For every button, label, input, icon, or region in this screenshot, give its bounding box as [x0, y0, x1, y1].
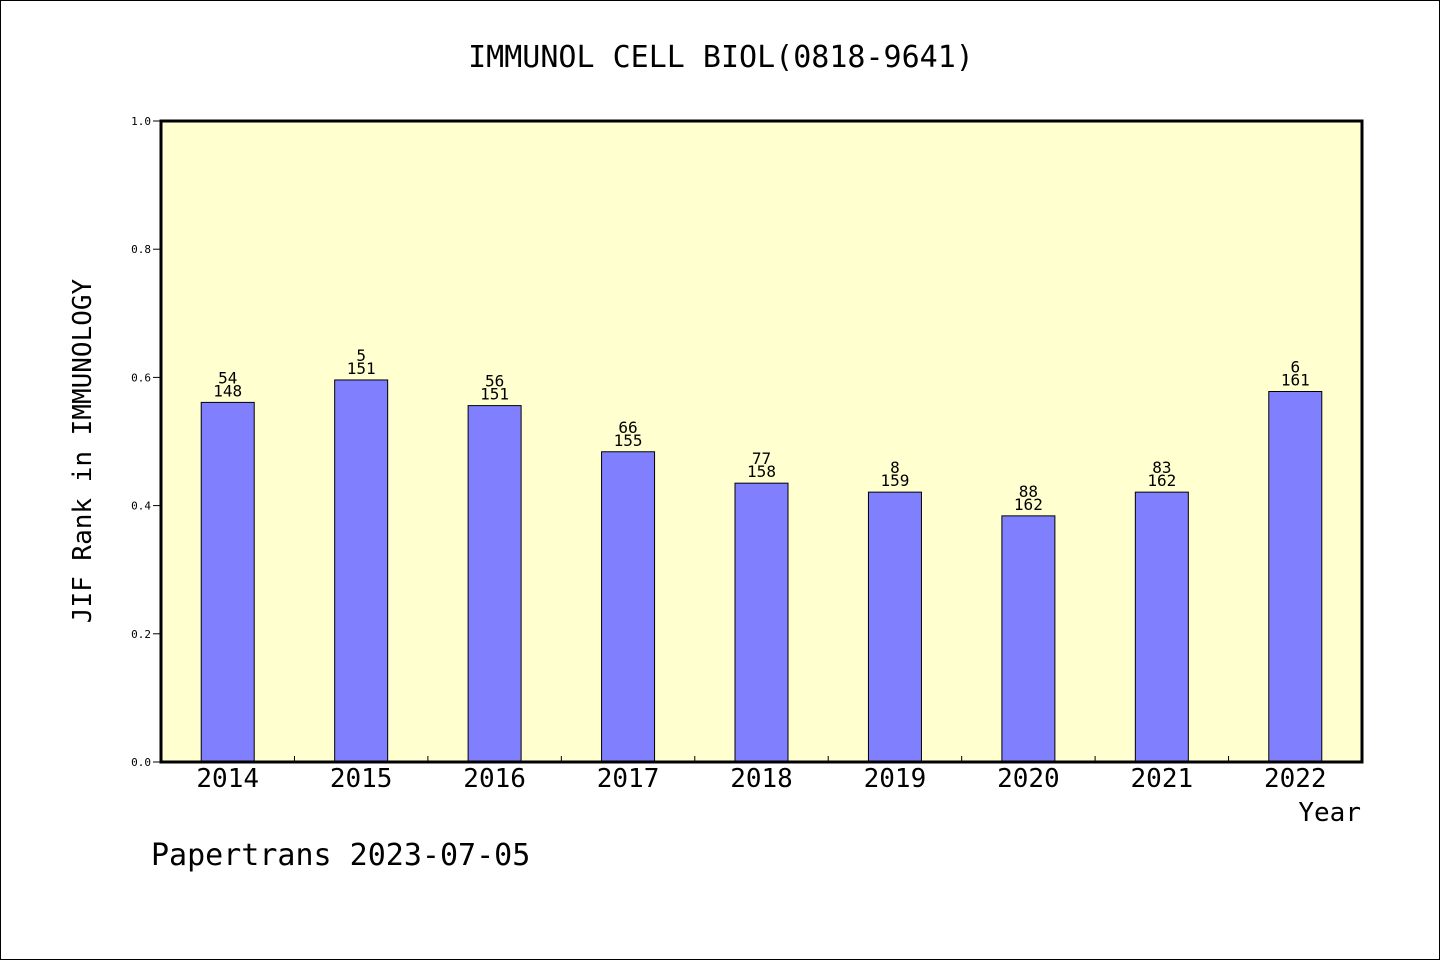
total-label-2016: 151 — [480, 385, 509, 404]
total-label-2020: 162 — [1014, 495, 1043, 514]
total-label-2021: 162 — [1147, 471, 1176, 490]
total-label-2014: 148 — [213, 381, 242, 400]
rank-label-2022: 6 — [1290, 358, 1300, 377]
total-label-2022: 161 — [1281, 371, 1310, 390]
y-tick-label: 0.4 — [131, 500, 151, 513]
y-axis-label: JIF Rank in IMMUNOLOGY — [68, 278, 98, 623]
bar-2020 — [1001, 515, 1056, 763]
bar-2016 — [467, 405, 522, 763]
x-tick-label-2021: 2021 — [1131, 764, 1194, 794]
bar-2018 — [734, 482, 789, 763]
x-tick-label-2016: 2016 — [463, 764, 526, 794]
rank-label-2021: 83 — [1152, 458, 1171, 477]
x-tick-label-2022: 2022 — [1264, 764, 1327, 794]
x-tick-label-2020: 2020 — [997, 764, 1060, 794]
total-label-2019: 159 — [880, 471, 909, 490]
bar-2021 — [1134, 491, 1189, 763]
y-tick-label: 0.8 — [131, 243, 151, 256]
y-tick-label: 1.0 — [131, 115, 151, 128]
x-tick-label-2017: 2017 — [597, 764, 660, 794]
y-tick-label: 0.6 — [131, 371, 151, 384]
total-label-2015: 151 — [347, 359, 376, 378]
rank-label-2018: 77 — [752, 449, 771, 468]
rank-label-2016: 56 — [485, 372, 504, 391]
x-tick-label-2015: 2015 — [330, 764, 393, 794]
rank-label-2015: 5 — [356, 346, 366, 365]
x-axis-label: Year — [1298, 798, 1361, 828]
bar-2017 — [601, 451, 656, 763]
x-tick-label-2018: 2018 — [730, 764, 793, 794]
bar-2022 — [1268, 391, 1323, 763]
total-label-2018: 158 — [747, 462, 776, 481]
rank-label-2014: 54 — [218, 368, 237, 387]
x-tick-label-2014: 2014 — [196, 764, 259, 794]
rank-label-2017: 66 — [618, 418, 637, 437]
rank-label-2019: 8 — [890, 458, 900, 477]
x-tick-label-2019: 2019 — [864, 764, 927, 794]
rank-label-2020: 88 — [1019, 482, 1038, 501]
total-label-2017: 155 — [614, 431, 643, 450]
bar-2014 — [200, 401, 255, 763]
bar-2015 — [334, 379, 389, 763]
bar-2019 — [867, 491, 922, 763]
footer-credit: Papertrans 2023-07-05 — [151, 838, 530, 873]
plot-border — [159, 119, 1364, 764]
y-tick-label: 0.0 — [131, 756, 151, 769]
chart-title: IMMUNOL CELL BIOL(0818-9641) — [468, 40, 974, 75]
y-tick-label: 0.2 — [131, 628, 151, 641]
